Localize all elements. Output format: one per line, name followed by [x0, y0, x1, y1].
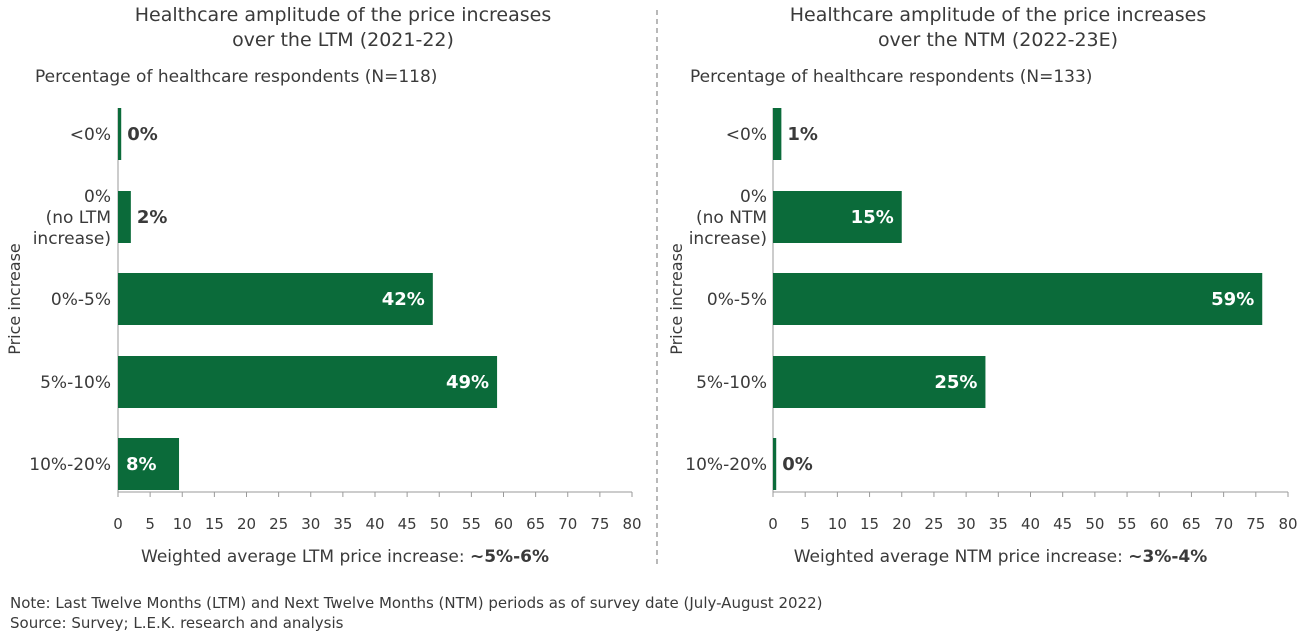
ltm-category-label: 10%-20%	[29, 455, 111, 475]
ltm-weighted-average: Weighted average LTM price increase: ~5%…	[141, 547, 549, 567]
ltm-x-tick-label: 65	[526, 515, 545, 533]
ntm-category-label: 0% (no NTM increase)	[689, 187, 767, 249]
ntm-x-tick-label: 20	[892, 515, 911, 533]
ntm-bar	[773, 108, 782, 160]
ltm-category-label-line: 5%-10%	[40, 373, 111, 393]
ntm-data-label: 25%	[934, 372, 977, 393]
ltm-category-label-line: 10%-20%	[29, 455, 111, 475]
ltm-subtitle: Percentage of healthcare respondents (N=…	[35, 67, 437, 87]
ntm-bar	[773, 438, 777, 490]
ntm-title-line: over the NTM (2022-23E)	[878, 29, 1118, 51]
ntm-data-label: 1%	[787, 124, 818, 145]
ntm-x-tick-label: 45	[1053, 515, 1072, 533]
ntm-category-label: 5%-10%	[696, 373, 767, 393]
ltm-x-tick-label: 60	[494, 515, 513, 533]
ntm-chart: Healthcare amplitude of the price increa…	[667, 4, 1298, 567]
ltm-category-label: 5%-10%	[40, 373, 111, 393]
ntm-x-tick-label: 65	[1182, 515, 1201, 533]
ntm-bar	[773, 356, 986, 408]
ltm-x-tick-label: 0	[113, 515, 123, 533]
ltm-category-label-line: <0%	[70, 125, 111, 145]
ltm-data-label: 42%	[382, 289, 425, 310]
ltm-x-tick-label: 10	[173, 515, 192, 533]
ltm-x-tick-label: 25	[269, 515, 288, 533]
ntm-category-label-line: (no NTM	[696, 208, 767, 228]
ntm-category-label: 10%-20%	[685, 455, 767, 475]
ltm-x-tick-label: 15	[205, 515, 224, 533]
ltm-data-label: 8%	[126, 454, 157, 475]
ltm-bar	[118, 273, 433, 325]
ntm-data-label: 59%	[1211, 289, 1254, 310]
ltm-category-label: <0%	[70, 125, 111, 145]
ltm-category-label: 0%-5%	[51, 290, 111, 310]
ntm-weighted-average-value: ~3%-4%	[1128, 547, 1207, 567]
ntm-x-tick-label: 50	[1085, 515, 1104, 533]
ntm-category-label: <0%	[726, 125, 767, 145]
ntm-x-tick-label: 60	[1150, 515, 1169, 533]
ltm-bar	[118, 356, 498, 408]
ltm-category-label-line: (no LTM	[46, 208, 111, 228]
ltm-weighted-average-text: Weighted average LTM price increase:	[141, 547, 470, 567]
ltm-data-label: 0%	[127, 124, 158, 145]
ltm-x-tick-label: 50	[430, 515, 449, 533]
ntm-x-tick-label: 35	[989, 515, 1008, 533]
ltm-x-tick-label: 5	[145, 515, 155, 533]
ltm-y-axis-label: Price increase	[5, 243, 24, 355]
ltm-x-tick-label: 35	[333, 515, 352, 533]
ntm-title-line: Healthcare amplitude of the price increa…	[790, 4, 1207, 26]
ltm-x-tick-label: 80	[622, 515, 641, 533]
ntm-x-tick-label: 55	[1118, 515, 1137, 533]
ntm-category-label-line: 10%-20%	[685, 455, 767, 475]
ntm-subtitle: Percentage of healthcare respondents (N=…	[690, 67, 1092, 87]
ltm-title-line: Healthcare amplitude of the price increa…	[135, 4, 552, 26]
ltm-category-label-line: increase)	[33, 229, 111, 249]
ntm-category-label-line: 0%-5%	[707, 290, 767, 310]
ntm-bar	[773, 191, 902, 243]
ntm-x-tick-label: 5	[800, 515, 810, 533]
ltm-x-tick-label: 20	[237, 515, 256, 533]
ntm-category-label: 0%-5%	[707, 290, 767, 310]
ltm-x-tick-label: 55	[462, 515, 481, 533]
ntm-data-label: 15%	[851, 207, 894, 228]
ntm-x-tick-label: 40	[1021, 515, 1040, 533]
ltm-category-label-line: 0%	[84, 187, 111, 207]
ntm-x-tick-label: 25	[924, 515, 943, 533]
footnote-source: Source: Survey; L.E.K. research and anal…	[10, 614, 344, 632]
ntm-x-tick-label: 80	[1278, 515, 1297, 533]
ltm-category-label-line: 0%-5%	[51, 290, 111, 310]
ntm-x-tick-label: 0	[768, 515, 778, 533]
ntm-data-label: 0%	[782, 454, 813, 475]
ntm-category-label-line: 5%-10%	[696, 373, 767, 393]
ntm-category-label-line: 0%	[740, 187, 767, 207]
ntm-x-tick-label: 15	[860, 515, 879, 533]
ltm-data-label: 2%	[137, 207, 168, 228]
ntm-weighted-average-text: Weighted average NTM price increase:	[794, 547, 1129, 567]
ntm-x-tick-label: 75	[1246, 515, 1265, 533]
ntm-y-axis-label: Price increase	[667, 243, 686, 355]
ltm-bar	[118, 108, 122, 160]
ntm-bar	[773, 273, 1263, 325]
ntm-x-tick-label: 30	[957, 515, 976, 533]
ltm-data-label: 49%	[446, 372, 489, 393]
ltm-title-line: over the LTM (2021-22)	[232, 29, 454, 51]
ntm-x-tick-label: 70	[1214, 515, 1233, 533]
ltm-x-tick-label: 45	[398, 515, 417, 533]
ntm-weighted-average: Weighted average NTM price increase: ~3%…	[794, 547, 1208, 567]
ntm-x-tick-label: 10	[828, 515, 847, 533]
ltm-category-label: 0% (no LTM increase)	[33, 187, 111, 249]
ltm-chart: Healthcare amplitude of the price increa…	[5, 4, 642, 567]
ltm-bar	[118, 438, 180, 490]
footnote-note: Note: Last Twelve Months (LTM) and Next …	[10, 594, 823, 612]
ltm-weighted-average-value: ~5%-6%	[470, 547, 549, 567]
ntm-category-label-line: increase)	[689, 229, 767, 249]
ltm-x-tick-label: 75	[590, 515, 609, 533]
ntm-category-label-line: <0%	[726, 125, 767, 145]
ltm-x-tick-label: 40	[365, 515, 384, 533]
ltm-bar	[118, 191, 131, 243]
ltm-x-tick-label: 70	[558, 515, 577, 533]
ltm-x-tick-label: 30	[301, 515, 320, 533]
